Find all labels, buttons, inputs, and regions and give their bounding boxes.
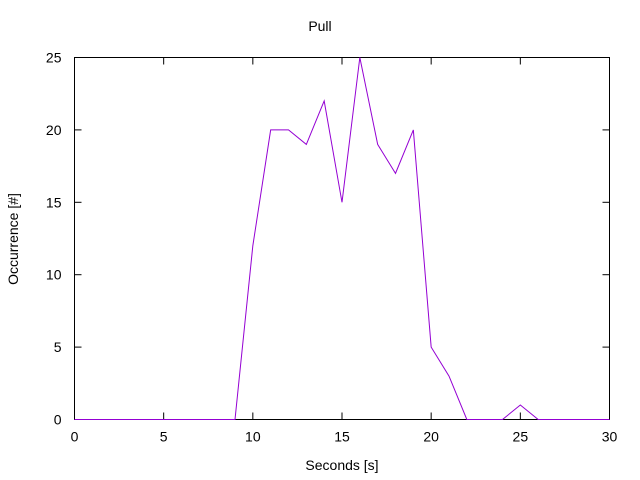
series-line (74, 57, 610, 420)
x-tick-label: 25 (513, 429, 529, 445)
y-tick-label: 5 (54, 339, 62, 355)
series-group (74, 57, 610, 420)
x-tick-label: 15 (334, 429, 350, 445)
x-tick-label: 5 (160, 429, 168, 445)
y-tick-label: 25 (46, 50, 62, 66)
axis-ticks: 0 5 10 15 20 25 30 0 5 10 15 20 25 (46, 50, 618, 445)
x-tick-label: 10 (245, 429, 261, 445)
y-tick-label: 0 (54, 412, 62, 428)
y-axis-label: Occurrence [#] (5, 193, 21, 285)
x-tick-label: 20 (423, 429, 439, 445)
plot-frame (74, 57, 610, 420)
y-tick-label: 20 (46, 122, 62, 138)
x-tick-label: 0 (71, 429, 79, 445)
x-axis-label: Seconds [s] (305, 457, 379, 473)
y-tick-label: 15 (46, 194, 62, 210)
x-tick-label: 30 (602, 429, 618, 445)
y-tick-label: 10 (46, 267, 62, 283)
chart-title: Pull (308, 18, 332, 34)
